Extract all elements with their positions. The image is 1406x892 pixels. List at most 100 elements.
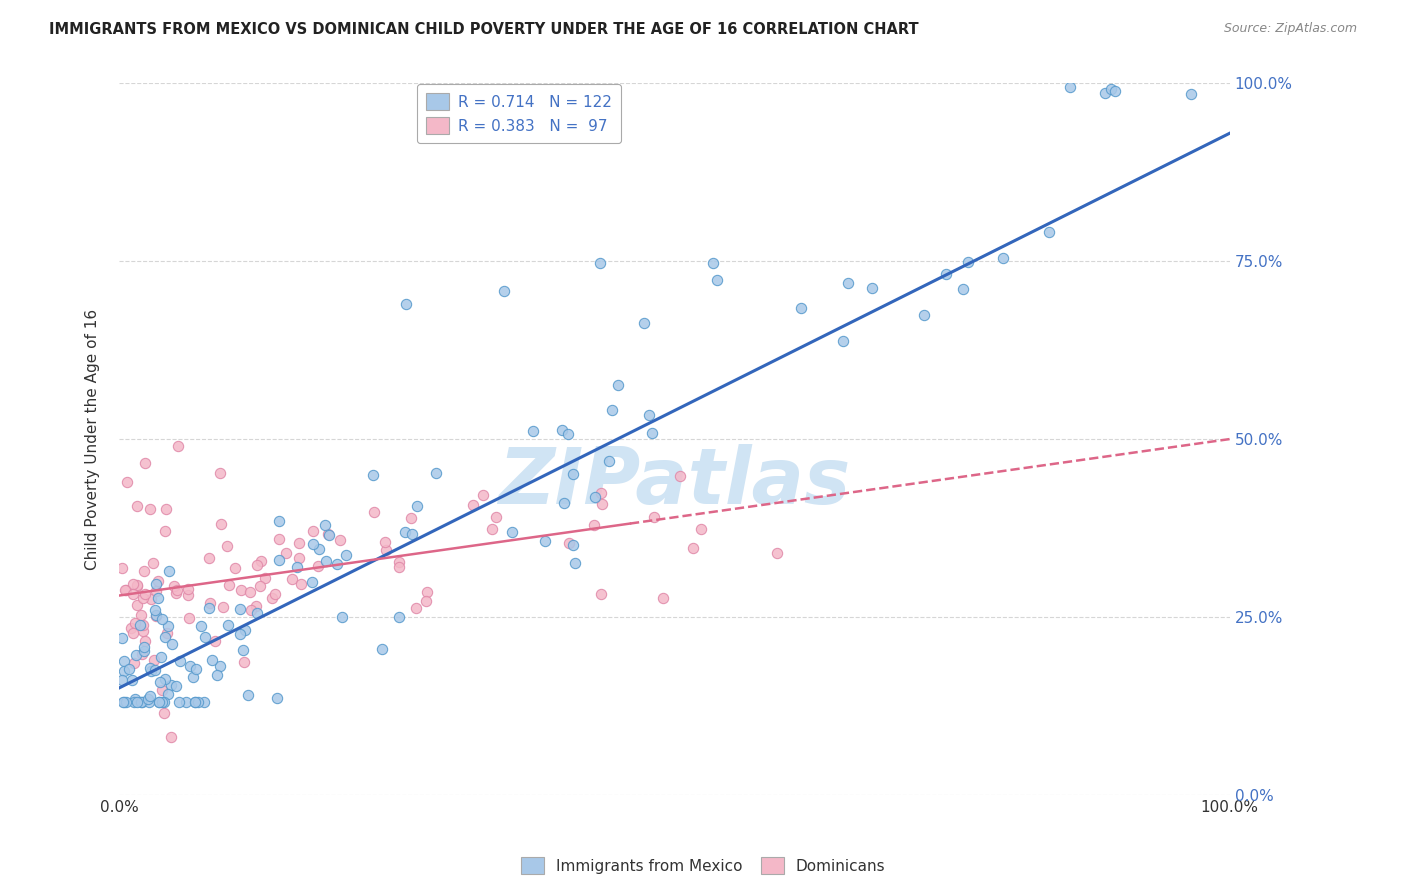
Point [157,687,180,701]
Point [388,560,411,574]
Point [651,591,673,605]
Point [121,625,143,640]
Point [288,550,311,565]
Point [481,522,503,536]
Point [229,602,252,616]
Point [325,558,347,572]
Point [301,574,323,589]
Point [287,560,309,574]
Point [150,649,173,664]
Point [501,524,523,539]
Point [111,560,134,574]
Point [316,526,339,541]
Point [232,643,254,657]
Point [301,537,323,551]
Point [669,469,692,483]
Point [153,706,176,720]
Point [912,309,935,323]
Point [374,543,396,558]
Point [134,644,156,658]
Point [589,255,612,269]
Point [229,627,252,641]
Point [114,582,136,597]
Point [155,630,177,644]
Point [155,501,177,516]
Point [174,695,197,709]
Point [557,427,579,442]
Point [111,631,134,645]
Point [598,454,620,468]
Point [146,591,169,605]
Point [790,301,813,315]
Point [114,695,136,709]
Point [640,426,662,441]
Point [553,496,575,510]
Point [682,541,704,556]
Y-axis label: Child Poverty Under the Age of 16: Child Poverty Under the Age of 16 [86,309,100,570]
Point [177,611,200,625]
Point [583,490,606,504]
Point [246,558,269,573]
Point [263,587,285,601]
Point [600,403,623,417]
Point [200,653,222,667]
Point [121,673,143,687]
Point [131,647,153,661]
Point [112,695,135,709]
Point [169,654,191,668]
Point [582,518,605,533]
Point [335,549,357,563]
Point [112,664,135,678]
Point [371,642,394,657]
Point [143,653,166,667]
Point [204,634,226,648]
Point [266,691,288,706]
Point [415,594,437,608]
Point [534,534,557,549]
Point [166,583,188,598]
Point [153,695,176,709]
Point [231,583,253,598]
Point [239,585,262,599]
Point [832,334,855,348]
Point [236,688,259,702]
Point [274,546,297,560]
Point [129,695,152,709]
Point [208,659,231,673]
Point [290,577,312,591]
Point [129,607,152,622]
Point [134,587,156,601]
Point [208,466,231,480]
Point [125,648,148,662]
Point [111,695,134,709]
Point [315,554,337,568]
Point [157,564,180,578]
Point [224,561,246,575]
Point [308,542,330,557]
Point [132,640,155,654]
Point [318,528,340,542]
Point [117,662,139,676]
Point [1099,81,1122,95]
Point [127,579,149,593]
Point [145,609,167,624]
Point [150,612,173,626]
Point [139,664,162,678]
Point [132,591,155,606]
Point [155,672,177,686]
Point [690,522,713,536]
Point [148,695,170,709]
Point [267,553,290,567]
Point [122,577,145,591]
Point [387,609,409,624]
Point [125,598,148,612]
Point [239,602,262,616]
Point [1059,80,1081,95]
Point [134,456,156,470]
Legend: Immigrants from Mexico, Dominicans: Immigrants from Mexico, Dominicans [515,851,891,880]
Text: IMMIGRANTS FROM MEXICO VS DOMINICAN CHILD POVERTY UNDER THE AGE OF 16 CORRELATIO: IMMIGRANTS FROM MEXICO VS DOMINICAN CHIL… [49,22,920,37]
Point [1180,87,1202,101]
Point [591,486,613,500]
Point [163,578,186,592]
Point [131,695,153,709]
